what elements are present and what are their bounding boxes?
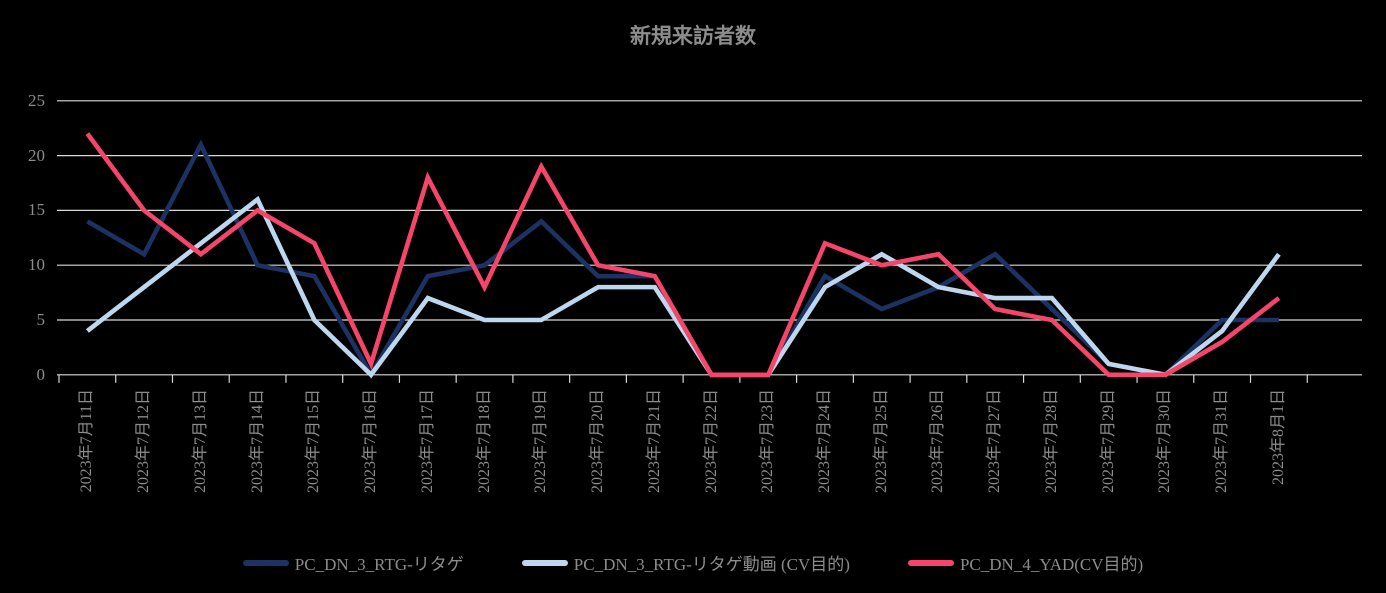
legend-item-series-1: PC_DN_3_RTG-リタゲ bbox=[242, 550, 464, 575]
series-line-2 bbox=[85, 195, 1281, 379]
legend-swatch-pink bbox=[907, 559, 954, 566]
legend: PC_DN_3_RTG-リタゲ PC_DN_3_RTG-リタゲ動画 (CV目的)… bbox=[0, 550, 1386, 575]
legend-label-series-1: PC_DN_3_RTG-リタゲ bbox=[294, 555, 464, 574]
legend-swatch-navy bbox=[242, 559, 289, 566]
legend-item-series-2: PC_DN_3_RTG-リタゲ動画 (CV目的) bbox=[521, 550, 850, 575]
legend-item-series-3: PC_DN_4_YAD(CV目的) bbox=[907, 550, 1144, 575]
legend-swatch-lightblue bbox=[521, 559, 568, 566]
legend-label-series-3: PC_DN_4_YAD(CV目的) bbox=[959, 555, 1144, 574]
series-line-1 bbox=[86, 139, 1279, 380]
legend-label-series-2: PC_DN_3_RTG-リタゲ動画 (CV目的) bbox=[573, 555, 850, 574]
chart-title: 新規来訪者数 bbox=[630, 24, 756, 48]
series-line-3 bbox=[85, 132, 1281, 378]
